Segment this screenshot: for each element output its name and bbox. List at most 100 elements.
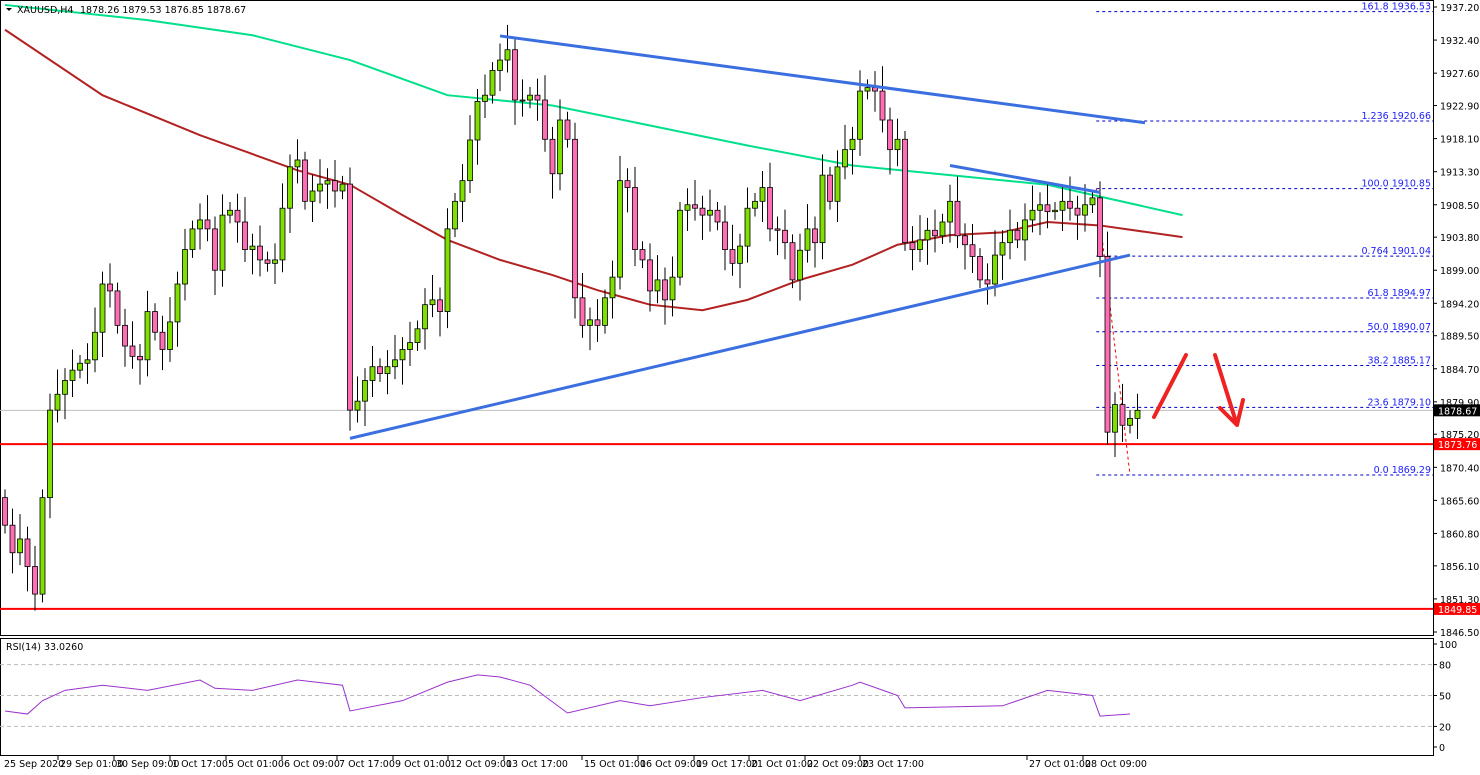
- bullish-candle: [1112, 404, 1118, 433]
- fibonacci-levels: 161.8 1936.53 1.236 1920.66 100.0 1910.85 0…: [1095, 2, 1433, 476]
- price-tick-label: 1856.10: [1440, 562, 1479, 573]
- trendline: [949, 164, 1101, 194]
- fib-level-label: 0.764 1901.04: [1361, 246, 1431, 257]
- price-tick-label: 1846.50: [1440, 628, 1479, 639]
- bearish-candle: [564, 119, 571, 140]
- bullish-candle: [1082, 204, 1088, 216]
- rsi-tick-label: 0: [1439, 743, 1445, 754]
- symbol-timeframe: XAUUSD,H4: [17, 5, 73, 16]
- down-arrow-annotation: [1213, 353, 1245, 427]
- fib-level-label: 1.236 1920.66: [1361, 111, 1431, 122]
- rsi-line: [4, 674, 1131, 717]
- dropdown-triangle-icon[interactable]: [6, 8, 12, 11]
- bearish-candle: [782, 229, 788, 244]
- price-axis[interactable]: 1937.20 1932.40 1927.60 1922.90 1918.10 1913.…: [1433, 3, 1480, 639]
- bearish-candle: [812, 228, 818, 244]
- bullish-candle: [384, 366, 391, 374]
- bullish-candle: [602, 297, 608, 326]
- bullish-candle: [399, 349, 406, 361]
- price-tick-label: 1908.50: [1440, 201, 1479, 212]
- bearish-candle: [902, 138, 908, 244]
- time-tick-label: 16 Oct 09:00: [640, 759, 702, 770]
- price-tick-label: 1870.40: [1440, 463, 1479, 474]
- bullish-candle: [707, 209, 713, 216]
- bullish-candle: [609, 276, 616, 299]
- time-tick-label: 29 Sep 01:00: [60, 759, 123, 770]
- bullish-candle: [249, 245, 256, 250]
- bearish-candle: [377, 366, 383, 374]
- bullish-candle: [459, 180, 466, 202]
- fib-level-label: 61.8 1894.97: [1368, 288, 1431, 299]
- bearish-candle: [24, 538, 31, 567]
- time-tick-label: 28 Oct 09:00: [1085, 759, 1147, 770]
- bullish-candle: [392, 359, 398, 368]
- bearish-candle: [632, 187, 638, 250]
- bearish-candle: [347, 183, 353, 411]
- bullish-candle: [947, 200, 953, 223]
- ohlc-readout: 1878.26 1879.53 1876.85 1878.67: [80, 5, 246, 16]
- price-tick-label: 1913.30: [1440, 168, 1479, 179]
- bullish-candle: [857, 90, 863, 140]
- bullish-candle: [422, 304, 428, 330]
- bearish-candle: [647, 259, 653, 292]
- bullish-candle: [474, 101, 481, 141]
- bearish-candle: [774, 228, 781, 231]
- bearish-candle: [767, 187, 773, 230]
- bearish-candle: [662, 279, 668, 301]
- time-tick-label: 27 Oct 01:00: [1029, 759, 1091, 770]
- time-tick-label: 5 Oct 01:00: [228, 759, 284, 770]
- bullish-candle: [17, 538, 23, 554]
- chart-header: XAUUSD,H4 1878.26 1879.53 1876.85 1878.6…: [6, 5, 246, 16]
- trendlines[interactable]: [349, 34, 1146, 440]
- price-tick-label: 1903.80: [1440, 233, 1479, 244]
- bearish-candle: [909, 242, 916, 250]
- price-tick-label: 1894.20: [1440, 299, 1479, 310]
- bullish-candle: [1127, 417, 1133, 426]
- time-tick-label: 7 Oct 17:00: [339, 759, 395, 770]
- bullish-candle: [1134, 409, 1141, 419]
- bullish-candle: [47, 409, 53, 499]
- bullish-candle: [429, 299, 436, 306]
- bearish-candle: [332, 180, 338, 192]
- bullish-candle: [654, 279, 661, 292]
- bearish-candle: [827, 174, 833, 202]
- bullish-candle: [444, 228, 451, 312]
- moving-average-2: [4, 28, 1183, 312]
- fib-level-label: 0.0 1869.29: [1374, 465, 1431, 476]
- price-tick-label: 1884.70: [1440, 365, 1479, 376]
- bullish-candle: [407, 342, 413, 350]
- bearish-candle: [1097, 197, 1103, 257]
- candles: [2, 24, 1141, 611]
- rsi-panel-border: [0, 638, 1434, 756]
- trendline: [499, 34, 1146, 125]
- annotations: [1152, 353, 1245, 427]
- bearish-candle: [2, 497, 8, 526]
- fib-level-label: 23.6 1879.10: [1368, 397, 1431, 408]
- bearish-candle: [579, 297, 586, 326]
- bearish-candle: [729, 249, 736, 264]
- bearish-candle: [107, 283, 113, 292]
- bearish-candle: [954, 200, 961, 237]
- level-price-tag-label: 1873.76: [1438, 440, 1477, 451]
- bullish-candle: [557, 119, 563, 175]
- bullish-candle: [1052, 209, 1058, 213]
- bearish-candle: [534, 94, 541, 101]
- bullish-candle: [797, 249, 803, 281]
- bearish-candle: [242, 221, 248, 250]
- price-tick-label: 1889.50: [1440, 332, 1479, 343]
- level-price-tag: [1434, 438, 1480, 451]
- main-panel-border: [0, 0, 1434, 636]
- bullish-candle: [92, 331, 98, 361]
- bullish-candle: [849, 138, 856, 151]
- bullish-candle: [339, 183, 346, 192]
- price-tick-label: 1879.90: [1440, 398, 1479, 409]
- bearish-candle: [692, 204, 698, 209]
- bullish-candle: [369, 366, 376, 381]
- bullish-candle: [69, 369, 76, 381]
- bullish-candle: [99, 283, 106, 333]
- bearish-candle: [32, 566, 38, 595]
- bearish-candle: [1067, 200, 1073, 209]
- fib-level-label: 50.0 1890.07: [1368, 322, 1431, 333]
